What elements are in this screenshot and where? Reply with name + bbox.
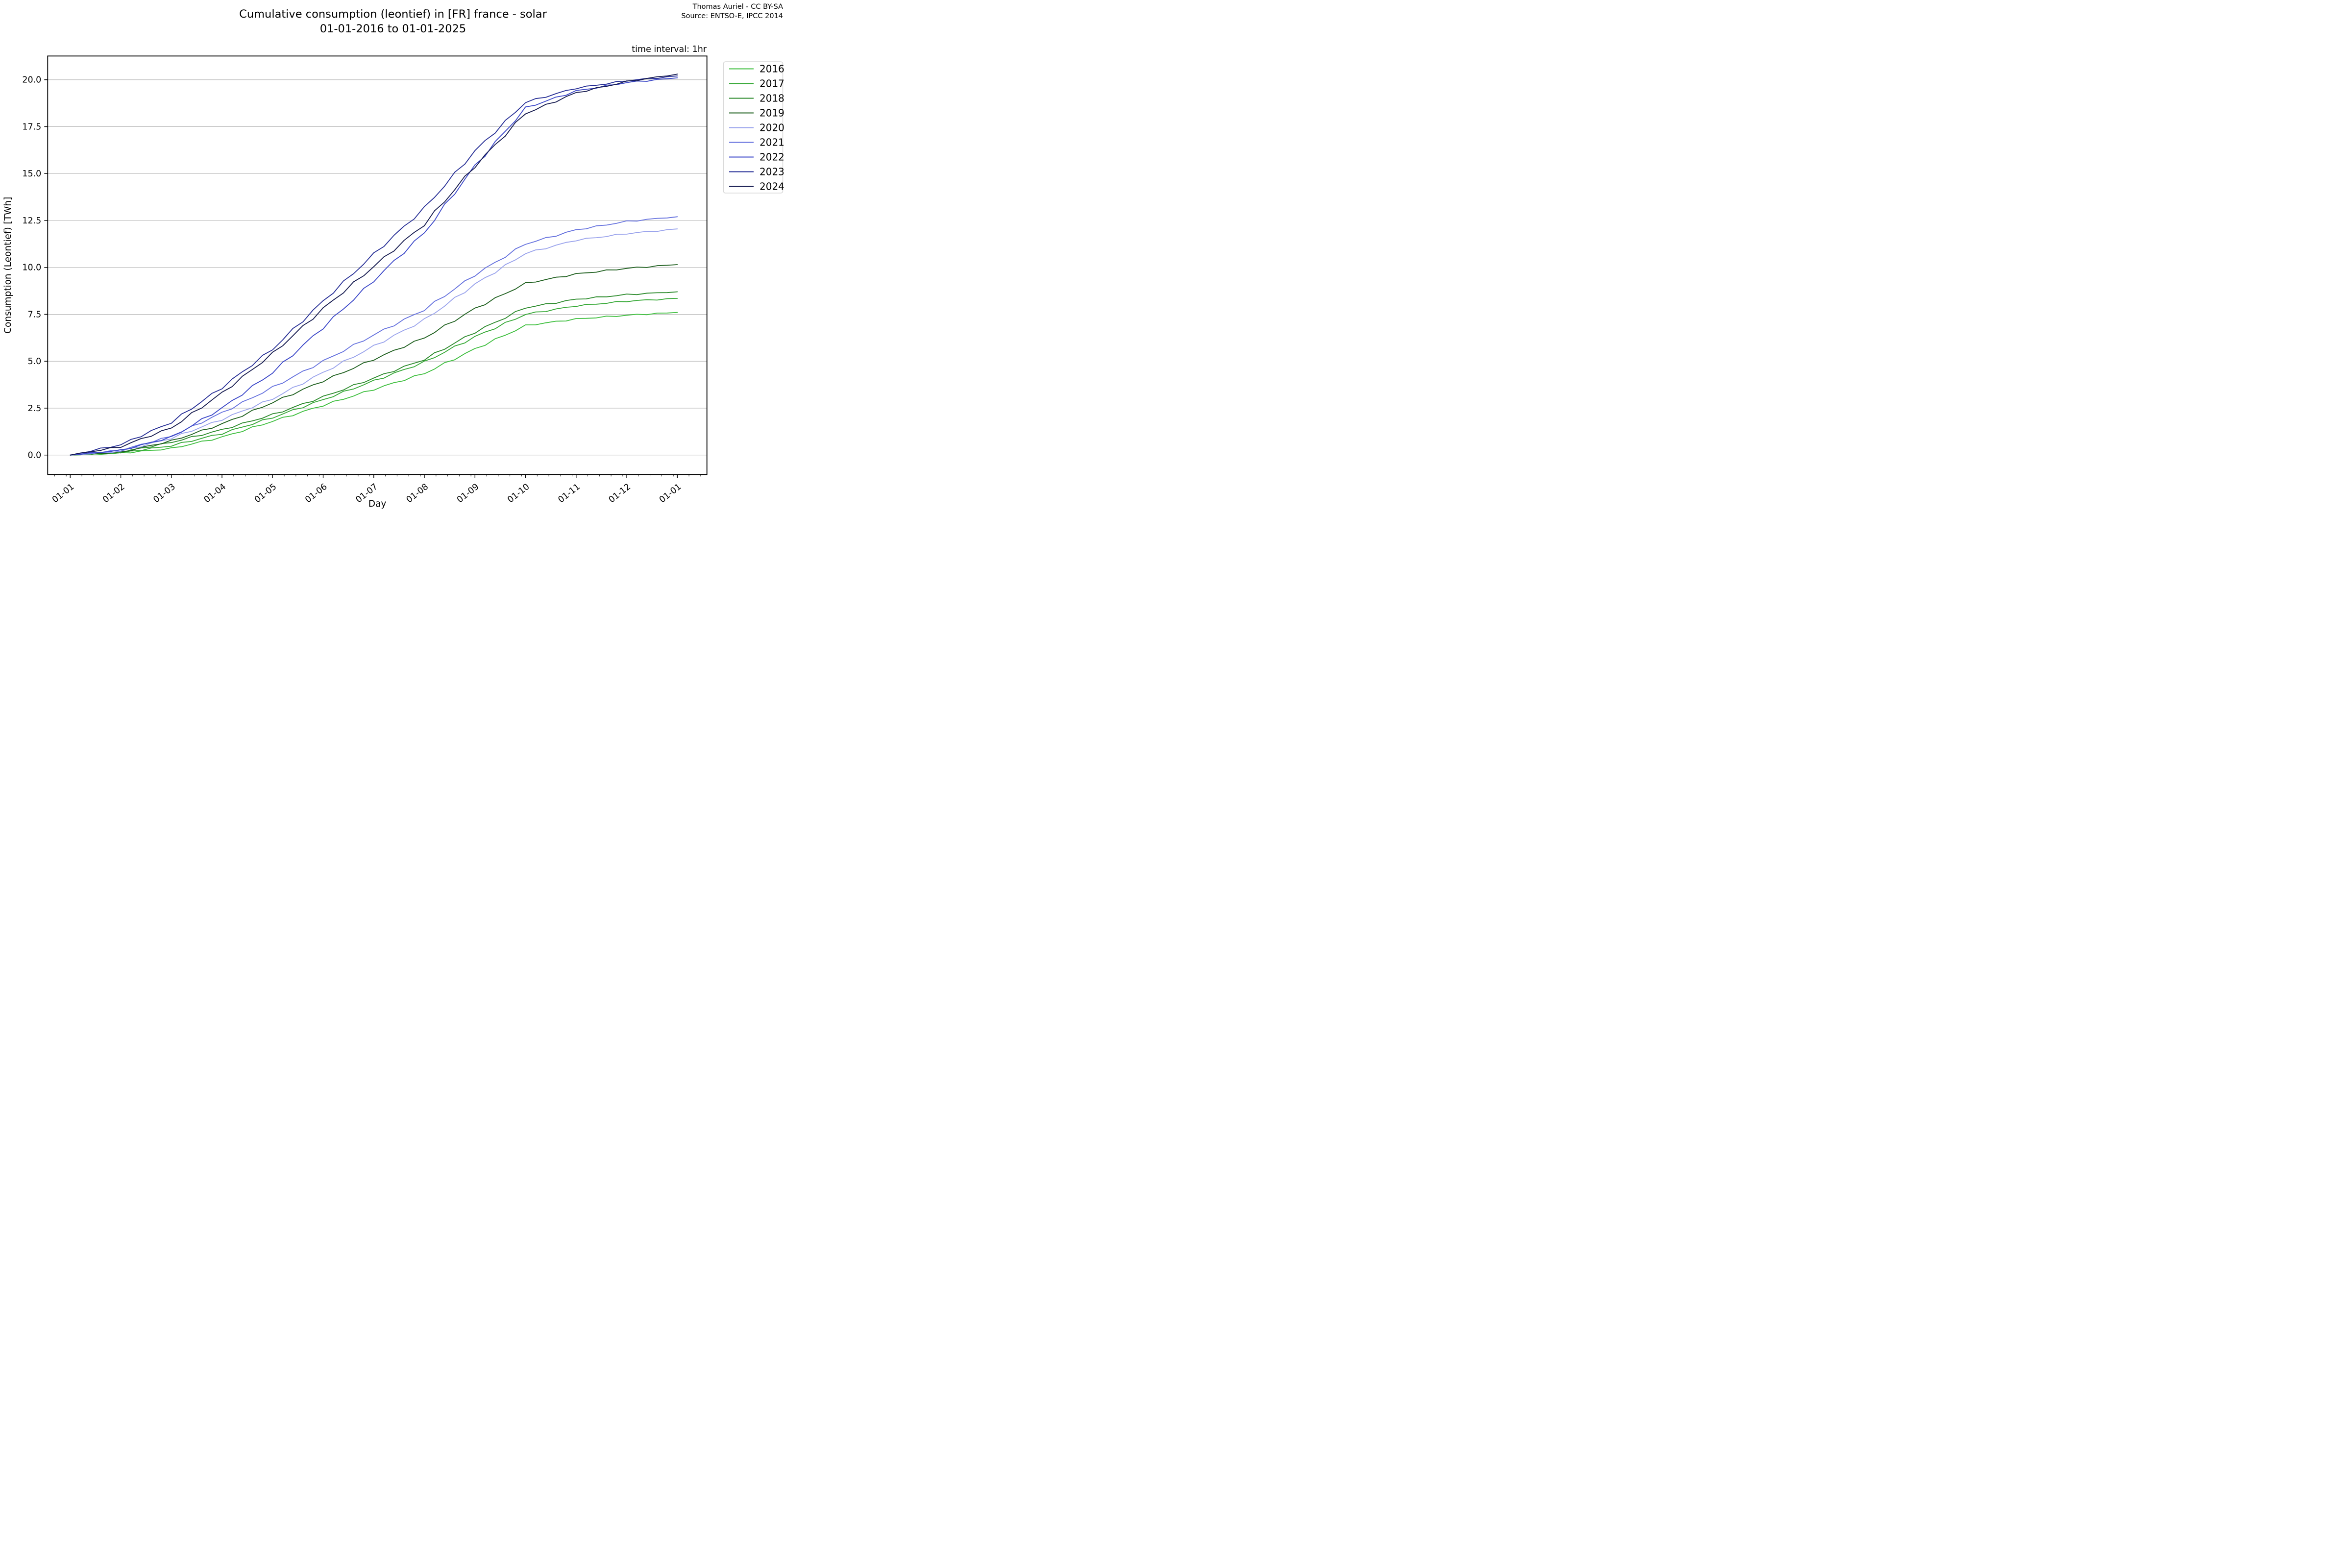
attribution-author: Thomas Auriel - CC BY-SA [692, 3, 783, 11]
legend-item-2018: 2018 [729, 93, 784, 104]
legend-label-2022: 2022 [760, 151, 784, 163]
legend-label-2023: 2023 [760, 166, 784, 178]
series-line-2019 [70, 264, 678, 456]
legend-label-2021: 2021 [760, 137, 784, 148]
chart-title: Cumulative consumption (leontief) in [FR… [0, 7, 784, 36]
legend-item-2022: 2022 [729, 151, 784, 163]
x-tick-label: 01-09 [455, 482, 481, 505]
chart-title-line1: Cumulative consumption (leontief) in [FR… [239, 8, 547, 21]
y-tick-label: 5.0 [27, 357, 41, 367]
series-line-2024 [70, 74, 678, 456]
x-tick-label: 01-01 [658, 482, 683, 505]
legend-item-2021: 2021 [729, 137, 784, 148]
figure: Cumulative consumption (leontief) in [FR… [0, 0, 784, 523]
y-tick-label: 17.5 [22, 122, 41, 132]
legend-item-2016: 2016 [729, 63, 784, 75]
x-tick-label: 01-06 [303, 482, 329, 505]
x-tick-label: 01-08 [405, 482, 430, 505]
legend-item-2017: 2017 [729, 78, 784, 90]
x-tick-label: 01-02 [101, 482, 126, 505]
y-tick-label: 10.0 [22, 263, 41, 273]
series-line-2020 [70, 228, 678, 456]
legend-label-2016: 2016 [760, 63, 784, 75]
series-line-2018 [70, 291, 678, 456]
legend-item-2019: 2019 [729, 107, 784, 119]
x-tick-label: 01-11 [556, 482, 582, 505]
attribution: Thomas Auriel - CC BY-SA Source: ENTSO-E… [681, 2, 783, 21]
y-tick-label: 2.5 [27, 404, 41, 414]
series-line-2017 [70, 298, 678, 456]
y-tick-label: 15.0 [22, 169, 41, 179]
x-tick-label: 01-10 [506, 482, 531, 505]
x-axis-label: Day [368, 499, 387, 509]
time-interval-note: time interval: 1hr [632, 45, 707, 54]
legend-label-2018: 2018 [760, 93, 784, 104]
y-tick-label: 20.0 [22, 75, 41, 85]
y-tick-label: 12.5 [22, 216, 41, 226]
legend-label-2020: 2020 [760, 122, 784, 134]
series-line-2016 [70, 312, 678, 456]
x-tick-label: 01-03 [151, 482, 177, 505]
series-line-2023 [70, 75, 678, 456]
attribution-source: Source: ENTSO-E, IPCC 2014 [681, 12, 783, 20]
legend-label-2019: 2019 [760, 107, 784, 119]
chart-canvas: 0.0 2.5 5.0 7.5 10.0 12.5 15.0 17.5 20.0 01-01 01-… [3, 55, 784, 509]
x-tick-label: 01-04 [202, 482, 228, 505]
legend-item-2024: 2024 [729, 181, 784, 193]
legend-item-2023: 2023 [729, 166, 784, 178]
x-tick-label: 01-12 [607, 482, 633, 505]
x-tick-label: 01-05 [253, 482, 278, 505]
y-axis-label: Consumption (Leontief) [TWh] [3, 197, 13, 334]
legend-label-2024: 2024 [760, 181, 784, 193]
x-tick-label: 01-01 [50, 482, 76, 505]
chart-title-line2: 01-01-2016 to 01-01-2025 [319, 23, 466, 35]
y-tick-label: 7.5 [27, 310, 41, 319]
plot-border [47, 55, 708, 475]
legend-label-2017: 2017 [760, 78, 784, 90]
y-tick-label: 0.0 [27, 451, 41, 461]
legend-item-2020: 2020 [729, 122, 784, 134]
series-line-2022 [70, 77, 678, 456]
